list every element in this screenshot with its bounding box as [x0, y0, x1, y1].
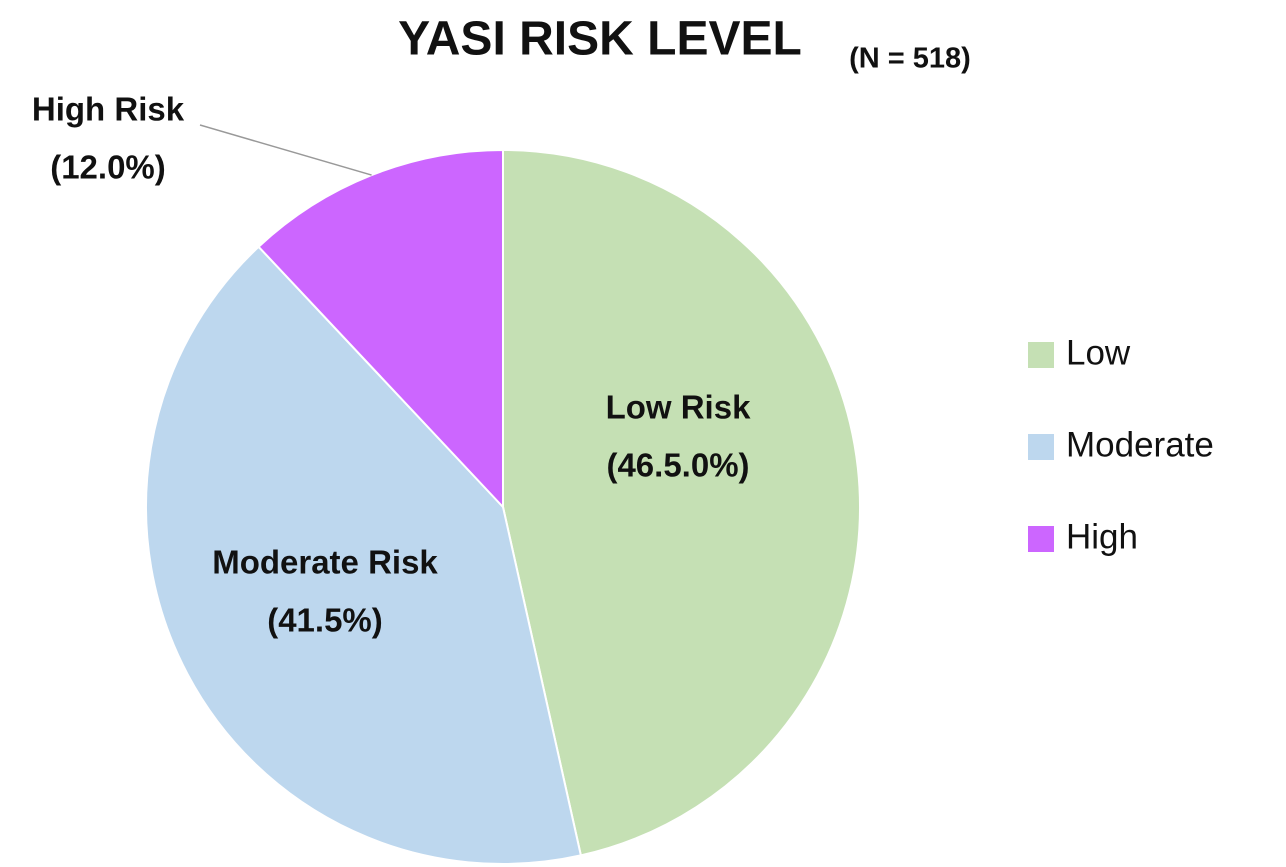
data-label-name: High Risk [32, 91, 185, 128]
data-label: (41.5%) [267, 602, 383, 639]
data-label-name: Low Risk [606, 389, 752, 426]
data-label: (12.0%) [50, 149, 166, 186]
chart-title: YASI RISK LEVEL [398, 13, 802, 66]
legend-swatch [1028, 342, 1054, 368]
pie-slice [257, 148, 504, 510]
data-label: (46.5.0%) [606, 447, 749, 484]
legend-label: High [1066, 517, 1138, 556]
data-label-name: Moderate Risk [212, 544, 438, 581]
legend-swatch [1028, 434, 1054, 460]
leader-line [199, 124, 372, 176]
pie-slice [502, 148, 861, 857]
legend-label: Low [1066, 333, 1131, 372]
chart-subtitle: (N = 518) [849, 43, 971, 75]
pie-slice [145, 245, 583, 865]
legend-label: Moderate [1066, 425, 1214, 464]
legend-swatch [1028, 526, 1054, 552]
